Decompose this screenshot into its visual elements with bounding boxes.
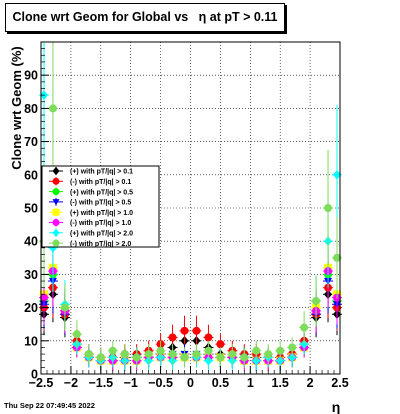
legend-item-0: (+) with pT/|q| > 0.1 [49,166,133,176]
y-tick-label-4: 40 [24,235,38,249]
legend-marker [52,219,60,226]
data-point [216,353,225,362]
x-tick-label-10: 2.5 [331,376,348,390]
data-point [252,346,261,355]
grid-lines [41,42,340,374]
y-tick-label-5: 50 [24,202,38,216]
x-tick-label-9: 2 [307,376,314,390]
data-point [276,346,285,355]
legend-marker [52,199,60,206]
data-point [324,204,333,212]
data-point [216,340,225,349]
data-point [312,296,321,305]
legend-item-2: (+) with pT/|q| > 0.5 [49,187,133,196]
chart-title: Clone wrt Geom for Global vs η at pT > 0… [5,3,285,32]
legend-label: (+) with pT/|q| > 1.0 [70,210,133,217]
data-point [96,353,105,362]
data-point [300,323,309,332]
y-tick-label-8: 80 [24,102,38,116]
y-axis-label: Clone wrt Geom (%) [9,46,24,170]
legend-label: (+) with pT/|q| > 2.0 [70,231,133,238]
data-point [60,303,69,312]
y-tick-label-9: 90 [24,69,38,83]
data-point [120,350,129,359]
x-tick-label-8: 1.5 [272,376,289,390]
y-tick-label-2: 20 [24,301,38,315]
data-point [132,353,141,362]
data-point [168,350,177,359]
data-point [48,104,57,113]
legend-label: (-) with pT/|q| > 0.5 [70,200,131,207]
legend-label: (-) with pT/|q| > 2.0 [70,241,131,248]
data-point [72,330,81,339]
data-point [192,350,201,359]
x-axis-label: η [332,399,341,414]
legend-item-4: (+) with pT/|q| > 1.0 [49,208,133,217]
data-point [300,339,309,349]
x-tick-label-1: −2 [64,376,78,390]
data-point [108,346,117,355]
legend-marker [52,228,60,237]
legend-label: (+) with pT/|q| > 0.1 [70,169,133,176]
legend-label: (-) with pT/|q| > 1.0 [70,220,131,227]
x-tick-label-4: −0.5 [148,376,173,390]
y-tick-label-7: 70 [24,135,38,149]
x-tick-label-5: 0 [187,376,194,390]
legend-marker [52,166,60,176]
legend-item-7: (-) with pT/|q| > 2.0 [49,239,131,248]
data-point [288,343,297,352]
legend-marker [52,177,60,185]
data-point [204,333,213,342]
axes: −2.5 −2 −1.5 −1 −0.5 0 0.5 1 1.5 2 2.5 0 10 20 30 40 50 6… [24,41,349,390]
legend-item-5: (-) with pT/|q| > 1.0 [49,218,131,227]
data-point [288,352,297,363]
data-point [39,293,48,302]
legend-marker [52,188,60,196]
legend: (+) with pT/|q| > 0.1 (-) with pT/|q| > 0… [41,165,160,248]
data-point [180,353,189,362]
x-tick-label-0: −2.5 [29,376,54,390]
data-point [228,350,237,359]
legend-label: (+) with pT/|q| > 0.5 [70,189,133,196]
data-point [204,346,213,355]
legend-marker [52,208,60,216]
y-tick-label-6: 60 [24,168,38,182]
legend-item-1: (-) with pT/|q| > 0.1 [49,177,131,186]
legend-label: (-) with pT/|q| > 0.1 [70,179,131,186]
y-tick-label-3: 30 [24,268,38,282]
legend-marker [52,239,60,247]
data-point [264,350,273,359]
data-point [156,346,165,355]
y-tick-label-0: 0 [31,368,38,382]
data-point [333,170,342,180]
data-point [192,326,201,335]
legend-item-3: (-) with pT/|q| > 0.5 [49,197,131,207]
y-tick-label-1: 10 [24,334,38,348]
x-tick-label-7: 1 [247,376,254,390]
x-tick-label-3: −1 [124,376,138,390]
legend-item-6: (+) with pT/|q| > 2.0 [49,228,133,238]
data-point [144,350,153,359]
data-point [333,253,342,262]
timestamp: Thu Sep 22 07:49:45 2022 [4,401,95,410]
data-point [84,350,93,359]
x-tick-label-2: −1.5 [88,376,113,390]
data-point [240,353,249,362]
data-point [168,333,177,342]
legend-box [41,165,160,248]
data-point [180,326,189,335]
x-tick-label-6: 0.5 [212,376,229,390]
